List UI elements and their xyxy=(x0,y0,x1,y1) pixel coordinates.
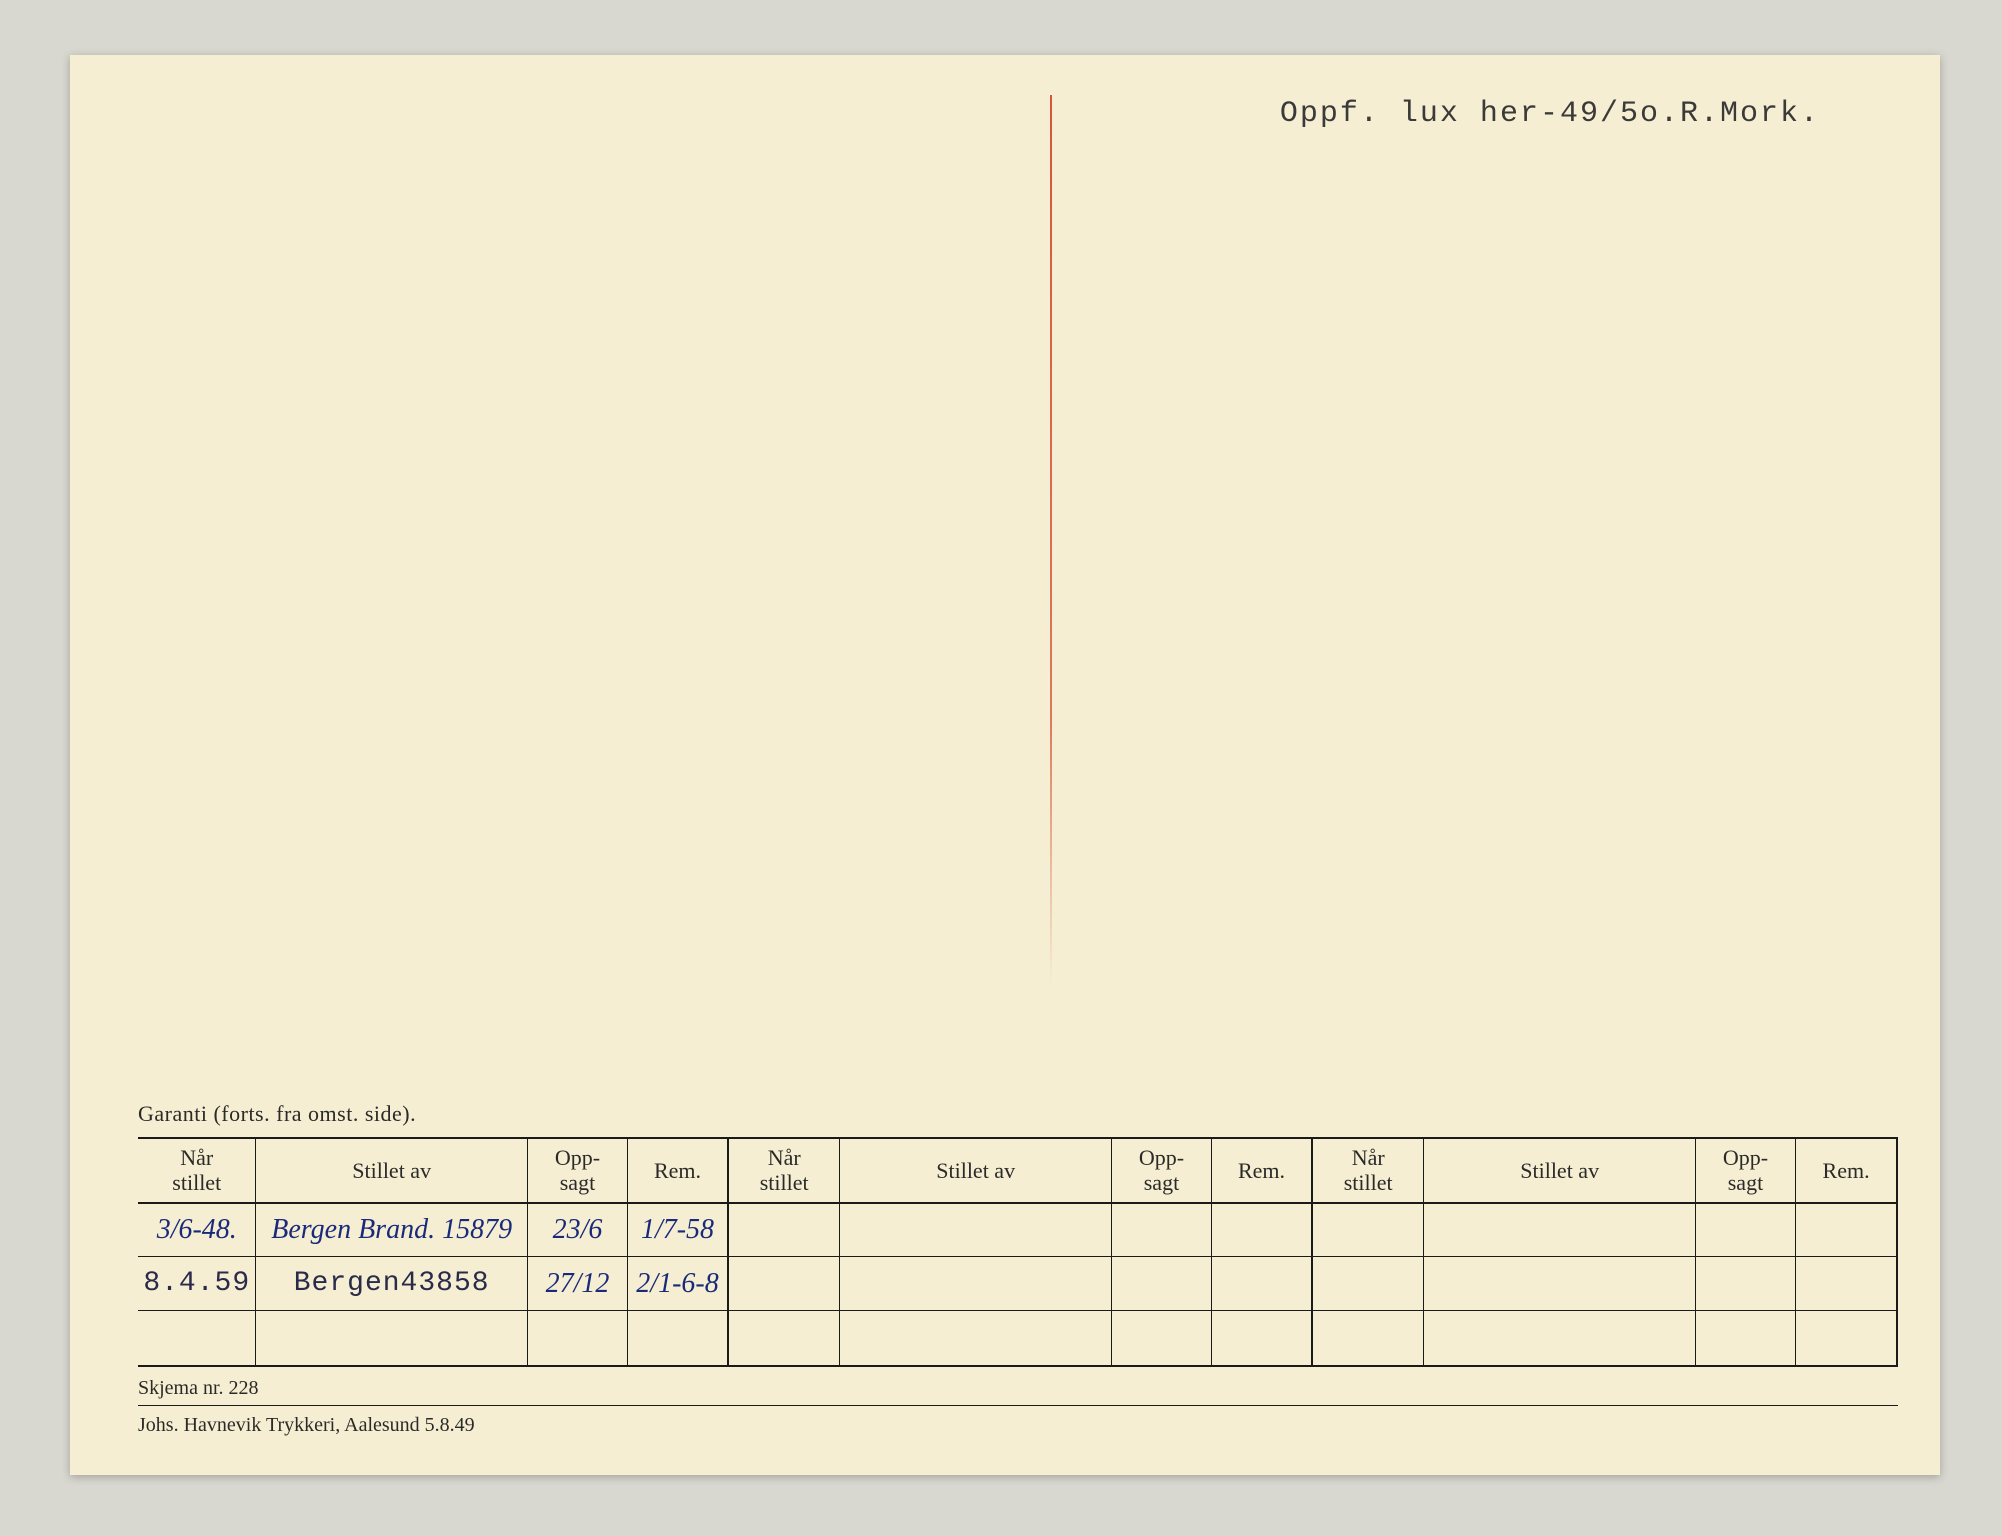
top-note: Oppf. lux her-49/5o.R.Mork. xyxy=(1280,97,1820,131)
cell-empty xyxy=(1796,1203,1896,1257)
footer: Skjema nr. 228 Johs. Havnevik Trykkeri, … xyxy=(138,1373,1898,1440)
col-stillet-av: Stillet av xyxy=(256,1139,527,1203)
cell-empty xyxy=(1212,1257,1312,1311)
col-oppsagt: Opp-sagt xyxy=(527,1139,627,1203)
cell-empty xyxy=(1312,1203,1424,1257)
col-stillet-av: Stillet av xyxy=(1424,1139,1695,1203)
cell-empty xyxy=(840,1203,1111,1257)
cell-empty xyxy=(1424,1203,1695,1257)
cell-nar: 3/6-48. xyxy=(138,1203,256,1257)
table-header-row: Nårstillet Stillet av Opp-sagt Rem. Nårs… xyxy=(138,1139,1896,1203)
cell-empty xyxy=(1111,1311,1211,1365)
cell-oppsagt: 23/6 xyxy=(527,1203,627,1257)
table-body: 3/6-48. Bergen Brand. 15879 23/6 1/7-58 … xyxy=(138,1203,1896,1365)
col-nar-stillet: Nårstillet xyxy=(1312,1139,1424,1203)
cell-empty xyxy=(1424,1311,1695,1365)
cell-empty xyxy=(1111,1257,1211,1311)
cell-stillet-av: Bergen Brand. 15879 xyxy=(256,1203,527,1257)
cell-empty xyxy=(1424,1257,1695,1311)
col-rem: Rem. xyxy=(1212,1139,1312,1203)
col-rem: Rem. xyxy=(1796,1139,1896,1203)
cell-empty xyxy=(840,1311,1111,1365)
cell-empty xyxy=(1695,1311,1795,1365)
cell-empty xyxy=(1212,1203,1312,1257)
cell-empty xyxy=(1312,1311,1424,1365)
cell-empty xyxy=(1695,1203,1795,1257)
col-rem: Rem. xyxy=(628,1139,728,1203)
cell-rem: 2/1-6-8 xyxy=(628,1257,728,1311)
cell-empty xyxy=(1111,1203,1211,1257)
cell-stillet-av: Bergen43858 xyxy=(256,1257,527,1311)
table-row: 3/6-48. Bergen Brand. 15879 23/6 1/7-58 xyxy=(138,1203,1896,1257)
col-nar-stillet: Nårstillet xyxy=(728,1139,840,1203)
table-row: 8.4.59 Bergen43858 27/12 2/1-6-8 xyxy=(138,1257,1896,1311)
cell-rem: 1/7-58 xyxy=(628,1203,728,1257)
col-stillet-av: Stillet av xyxy=(840,1139,1111,1203)
cell-empty xyxy=(1695,1257,1795,1311)
record-card: Oppf. lux her-49/5o.R.Mork. Garanti (for… xyxy=(70,55,1940,1475)
garanti-table: Nårstillet Stillet av Opp-sagt Rem. Nårs… xyxy=(138,1137,1898,1367)
footer-printer: Johs. Havnevik Trykkeri, Aalesund 5.8.49 xyxy=(138,1405,1898,1440)
col-oppsagt: Opp-sagt xyxy=(1111,1139,1211,1203)
cell-empty xyxy=(728,1257,840,1311)
col-nar-stillet: Nårstillet xyxy=(138,1139,256,1203)
cell-empty xyxy=(256,1311,527,1365)
cell-empty xyxy=(1212,1311,1312,1365)
vertical-red-line xyxy=(1050,95,1052,985)
table-row xyxy=(138,1311,1896,1365)
cell-empty xyxy=(728,1203,840,1257)
cell-oppsagt: 27/12 xyxy=(527,1257,627,1311)
cell-empty xyxy=(1796,1311,1896,1365)
footer-form-number: Skjema nr. 228 xyxy=(138,1373,1898,1403)
cell-nar: 8.4.59 xyxy=(138,1257,256,1311)
cell-empty xyxy=(628,1311,728,1365)
section-label: Garanti (forts. fra omst. side). xyxy=(138,1101,416,1127)
cell-empty xyxy=(1312,1257,1424,1311)
cell-empty xyxy=(840,1257,1111,1311)
cell-empty xyxy=(138,1311,256,1365)
cell-empty xyxy=(728,1311,840,1365)
cell-empty xyxy=(1796,1257,1896,1311)
cell-empty xyxy=(527,1311,627,1365)
col-oppsagt: Opp-sagt xyxy=(1695,1139,1795,1203)
